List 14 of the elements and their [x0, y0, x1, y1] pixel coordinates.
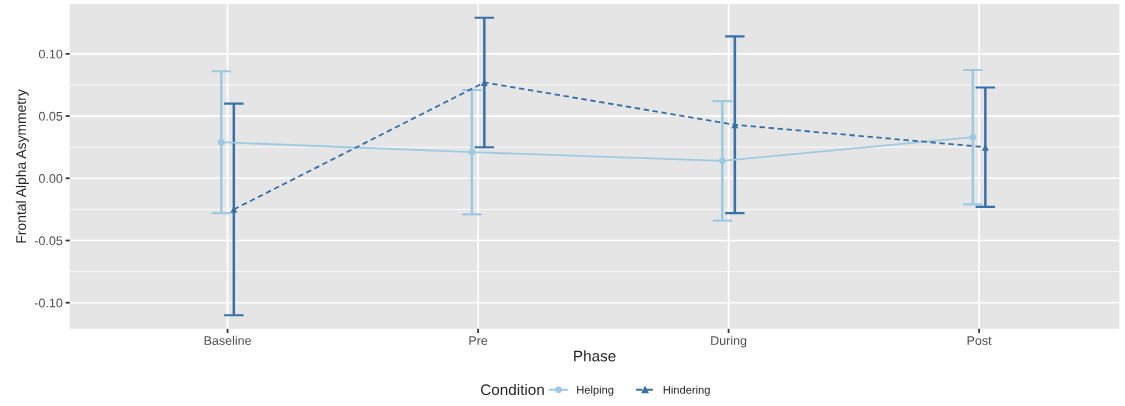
- legend-label: Helping: [577, 385, 614, 396]
- legend-label: Hindering: [663, 385, 710, 396]
- y-axis-title: Frontal Alpha Asymmetry: [15, 89, 29, 243]
- x-tick-label: During: [711, 335, 747, 348]
- y-tick-label: 0.05: [38, 111, 63, 121]
- x-tick-label: Baseline: [204, 335, 251, 345]
- x-tick-label: Pre: [469, 336, 488, 345]
- y-tick-label: -0.05: [34, 236, 63, 246]
- legend-title: Condition: [481, 383, 544, 396]
- x-tick-label: Post: [967, 336, 992, 345]
- y-tick-label: -0.10: [34, 298, 63, 308]
- y-tick-label: 0.00: [38, 174, 63, 183]
- x-axis-title: Phase: [574, 350, 616, 362]
- y-tick-label: 0.10: [38, 49, 63, 59]
